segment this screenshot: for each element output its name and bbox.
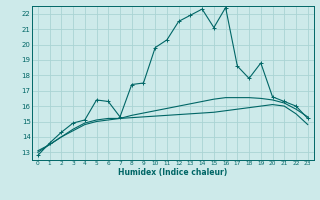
- X-axis label: Humidex (Indice chaleur): Humidex (Indice chaleur): [118, 168, 228, 177]
